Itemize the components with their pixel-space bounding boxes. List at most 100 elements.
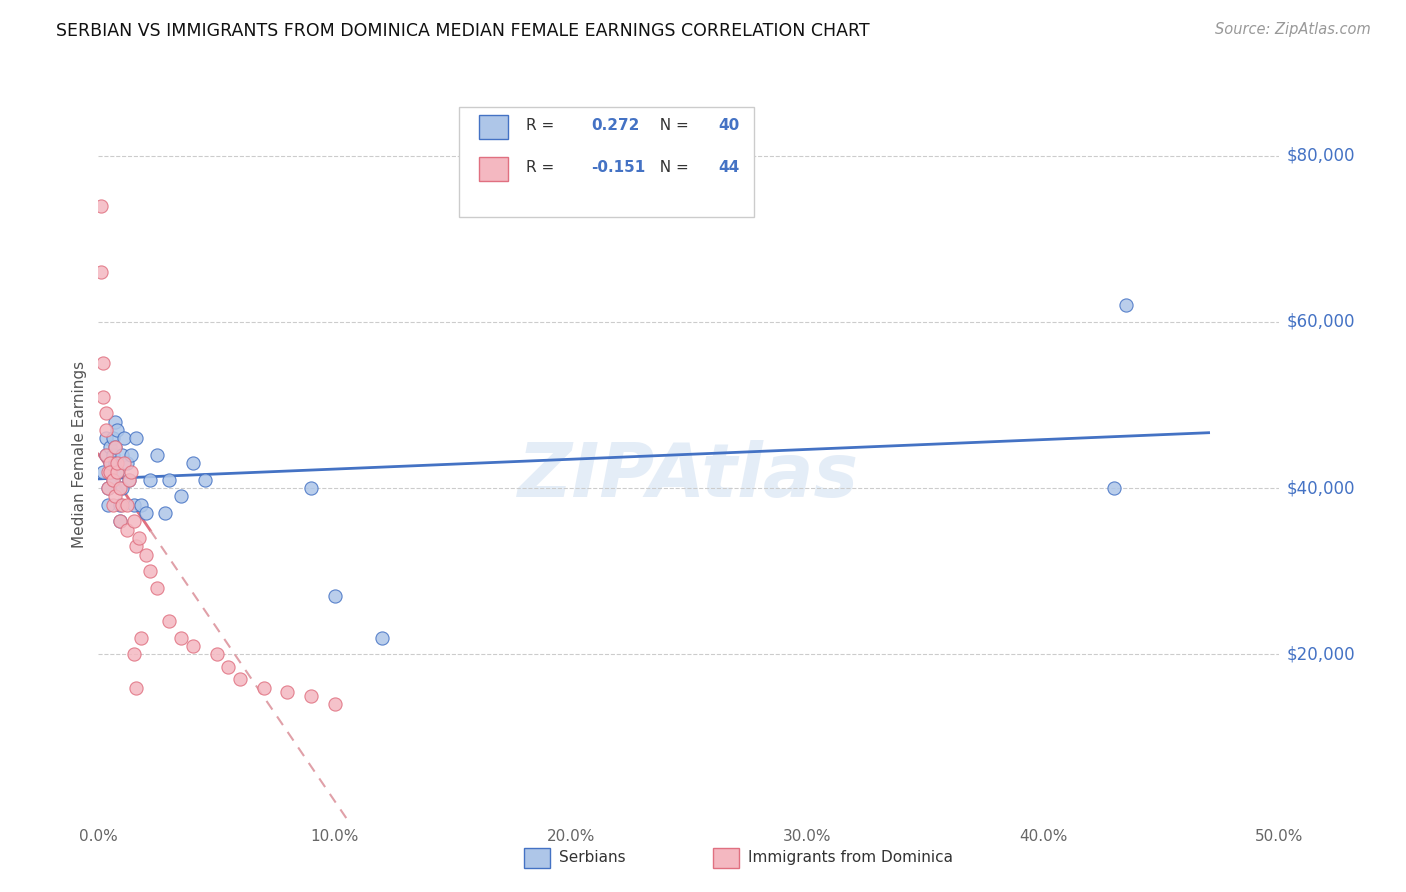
Point [115, 498, 138, 512]
Point [170, 490, 193, 504]
Point [98, 465, 121, 479]
FancyBboxPatch shape [523, 847, 550, 868]
Point [217, 660, 239, 674]
Point [98, 440, 121, 454]
Point [91, 465, 114, 479]
Point [125, 431, 148, 445]
Point [157, 614, 180, 628]
Point [104, 415, 127, 429]
Point [97, 481, 120, 495]
Text: N =: N = [650, 160, 693, 175]
Text: R =: R = [526, 119, 560, 133]
Text: ZIPAtlas: ZIPAtlas [519, 441, 859, 514]
Point [94, 448, 117, 462]
Point [97, 481, 120, 495]
Point [153, 506, 176, 520]
Point [181, 639, 204, 653]
Point [105, 465, 128, 479]
FancyBboxPatch shape [478, 157, 508, 180]
Text: Serbians: Serbians [560, 850, 626, 865]
Text: $20,000: $20,000 [1286, 646, 1355, 664]
Point [118, 473, 141, 487]
Point [129, 498, 152, 512]
Point [111, 498, 134, 512]
Point [125, 539, 148, 553]
Point [1102, 481, 1125, 495]
Point [91, 357, 114, 371]
Text: $60,000: $60,000 [1286, 313, 1355, 331]
Point [157, 473, 180, 487]
Point [94, 448, 117, 462]
Point [104, 440, 127, 454]
Point [299, 689, 322, 703]
Point [115, 456, 138, 470]
Point [98, 456, 121, 470]
Point [101, 448, 124, 462]
Point [122, 648, 145, 662]
Text: 44: 44 [718, 160, 740, 175]
Point [181, 456, 204, 470]
Point [105, 456, 128, 470]
Point [97, 465, 120, 479]
Point [101, 431, 124, 445]
Point [91, 390, 114, 404]
Point [101, 473, 124, 487]
Text: R =: R = [526, 160, 560, 175]
Point [146, 581, 169, 595]
Point [1115, 298, 1137, 312]
Point [104, 440, 127, 454]
Text: -0.151: -0.151 [591, 160, 645, 175]
Point [101, 473, 124, 487]
Point [115, 523, 138, 537]
Text: $80,000: $80,000 [1286, 146, 1355, 165]
Point [276, 685, 298, 699]
Text: Source: ZipAtlas.com: Source: ZipAtlas.com [1215, 22, 1371, 37]
Point [299, 481, 322, 495]
FancyBboxPatch shape [478, 115, 508, 139]
Point [128, 531, 150, 545]
Point [135, 506, 157, 520]
Point [98, 456, 121, 470]
Point [105, 423, 128, 437]
Point [111, 481, 134, 495]
Point [323, 698, 346, 712]
Point [135, 548, 157, 562]
Point [139, 564, 162, 578]
Point [122, 498, 145, 512]
Point [139, 473, 162, 487]
Point [112, 431, 135, 445]
Point [108, 515, 131, 529]
Point [98, 465, 121, 479]
Point [111, 448, 134, 462]
Point [125, 681, 148, 695]
Point [118, 473, 141, 487]
Point [229, 673, 252, 687]
Text: 0.272: 0.272 [591, 119, 640, 133]
Text: N =: N = [650, 119, 693, 133]
Point [104, 490, 127, 504]
Point [90, 265, 112, 279]
Point [97, 498, 120, 512]
Point [323, 589, 346, 603]
Text: $40,000: $40,000 [1286, 479, 1355, 497]
Point [121, 448, 143, 462]
Point [122, 515, 145, 529]
Point [90, 198, 112, 212]
Point [94, 431, 117, 445]
Point [170, 631, 193, 645]
Point [94, 406, 117, 420]
FancyBboxPatch shape [458, 108, 754, 218]
Point [205, 648, 228, 662]
Point [104, 456, 127, 470]
Point [101, 498, 124, 512]
Text: 40: 40 [718, 119, 740, 133]
Point [108, 481, 131, 495]
Point [108, 515, 131, 529]
Point [371, 631, 394, 645]
Point [129, 631, 152, 645]
Text: SERBIAN VS IMMIGRANTS FROM DOMINICA MEDIAN FEMALE EARNINGS CORRELATION CHART: SERBIAN VS IMMIGRANTS FROM DOMINICA MEDI… [56, 22, 870, 40]
Y-axis label: Median Female Earnings: Median Female Earnings [72, 361, 87, 549]
Point [194, 473, 217, 487]
Point [253, 681, 276, 695]
Point [121, 465, 143, 479]
